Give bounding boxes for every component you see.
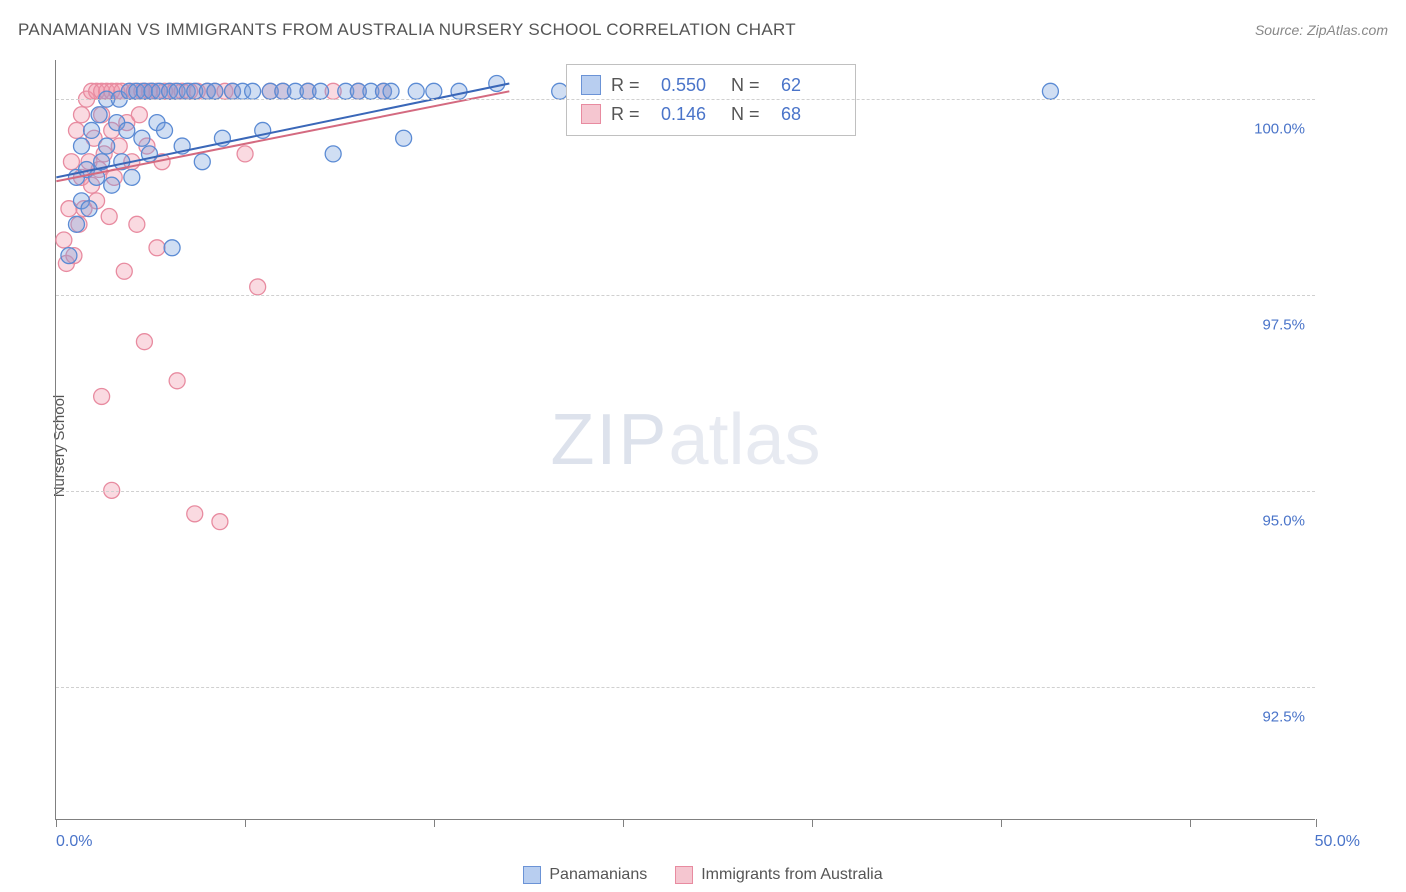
point-panamanians: [383, 83, 399, 99]
stats-r-panamanians: 0.550: [661, 71, 721, 100]
stats-n-immigrants: 68: [781, 100, 841, 129]
legend-item-panamanians: Panamanians: [523, 866, 647, 884]
stats-row-immigrants: R = 0.146 N = 68: [581, 100, 841, 129]
x-tick: [245, 819, 246, 827]
point-panamanians: [134, 130, 150, 146]
x-tick: [1190, 819, 1191, 827]
point-immigrants: [237, 146, 253, 162]
point-immigrants: [56, 232, 72, 248]
point-panamanians: [104, 177, 120, 193]
point-immigrants: [68, 122, 84, 138]
point-panamanians: [426, 83, 442, 99]
y-tick-label: 97.5%: [1262, 317, 1305, 334]
y-tick-label: 92.5%: [1262, 708, 1305, 725]
point-panamanians: [325, 146, 341, 162]
point-panamanians: [124, 169, 140, 185]
legend-item-immigrants: Immigrants from Australia: [675, 866, 882, 884]
point-panamanians: [1042, 83, 1058, 99]
point-immigrants: [94, 388, 110, 404]
point-panamanians: [408, 83, 424, 99]
source-credit: Source: ZipAtlas.com: [1255, 22, 1388, 38]
point-panamanians: [61, 248, 77, 264]
x-tick-label-max: 50.0%: [1315, 833, 1360, 851]
chart-container: PANAMANIAN VS IMMIGRANTS FROM AUSTRALIA …: [0, 0, 1406, 892]
point-panamanians: [157, 122, 173, 138]
chart-title: PANAMANIAN VS IMMIGRANTS FROM AUSTRALIA …: [18, 20, 796, 40]
point-panamanians: [119, 122, 135, 138]
point-immigrants: [149, 240, 165, 256]
point-panamanians: [313, 83, 329, 99]
legend-swatch-panamanians: [523, 866, 541, 884]
point-immigrants: [250, 279, 266, 295]
plot-svg: [56, 60, 1315, 819]
grid-line: [56, 99, 1315, 100]
point-panamanians: [164, 240, 180, 256]
point-immigrants: [131, 107, 147, 123]
point-panamanians: [396, 130, 412, 146]
x-tick: [1001, 819, 1002, 827]
point-immigrants: [74, 107, 90, 123]
point-immigrants: [136, 334, 152, 350]
point-panamanians: [99, 138, 115, 154]
point-immigrants: [129, 216, 145, 232]
point-panamanians: [489, 75, 505, 91]
stats-n-panamanians: 62: [781, 71, 841, 100]
point-immigrants: [187, 506, 203, 522]
swatch-panamanians: [581, 75, 601, 95]
point-panamanians: [207, 83, 223, 99]
stats-r-immigrants: 0.146: [661, 100, 721, 129]
stats-row-panamanians: R = 0.550 N = 62: [581, 71, 841, 100]
legend-swatch-immigrants: [675, 866, 693, 884]
point-immigrants: [63, 154, 79, 170]
x-tick-label-min: 0.0%: [56, 833, 92, 851]
point-immigrants: [101, 209, 117, 225]
point-panamanians: [81, 201, 97, 217]
x-tick: [434, 819, 435, 827]
x-tick: [56, 819, 57, 827]
point-panamanians: [245, 83, 261, 99]
point-immigrants: [212, 514, 228, 530]
point-immigrants: [169, 373, 185, 389]
point-immigrants: [116, 263, 132, 279]
title-bar: PANAMANIAN VS IMMIGRANTS FROM AUSTRALIA …: [18, 20, 1388, 40]
y-tick-label: 95.0%: [1262, 512, 1305, 529]
grid-line: [56, 295, 1315, 296]
point-panamanians: [91, 107, 107, 123]
point-panamanians: [74, 138, 90, 154]
swatch-immigrants: [581, 104, 601, 124]
x-tick: [1316, 819, 1317, 827]
grid-line: [56, 687, 1315, 688]
grid-line: [56, 491, 1315, 492]
x-tick: [623, 819, 624, 827]
stats-r-label: R =: [611, 71, 651, 100]
plot-area: ZIPatlas R = 0.550 N = 62 R = 0.146 N = …: [55, 60, 1315, 820]
bottom-legend: Panamanians Immigrants from Australia: [0, 866, 1406, 884]
y-tick-label: 100.0%: [1254, 121, 1305, 138]
point-panamanians: [451, 83, 467, 99]
point-panamanians: [84, 122, 100, 138]
stats-r-label: R =: [611, 100, 651, 129]
point-panamanians: [194, 154, 210, 170]
point-panamanians: [68, 216, 84, 232]
legend-label-panamanians: Panamanians: [549, 866, 647, 884]
x-tick: [812, 819, 813, 827]
stats-n-label: N =: [731, 71, 771, 100]
stats-n-label: N =: [731, 100, 771, 129]
legend-label-immigrants: Immigrants from Australia: [701, 866, 882, 884]
